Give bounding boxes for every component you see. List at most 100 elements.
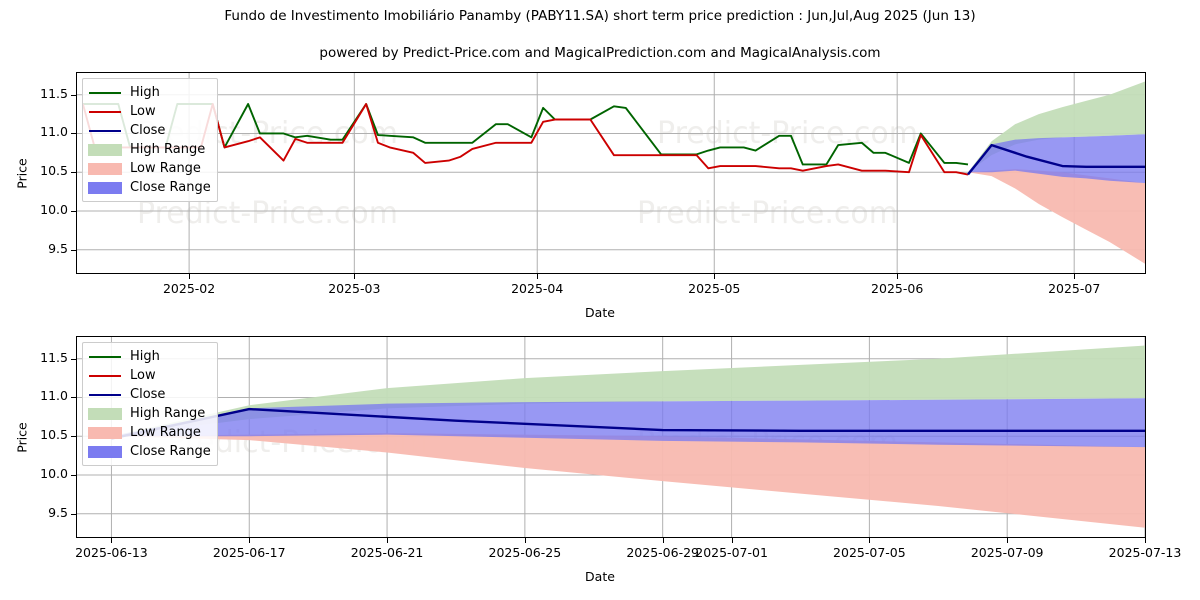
detail-legend-label: Low [130, 368, 156, 383]
detail-legend-label: High Range [130, 406, 206, 421]
chart-subtitle: powered by Predict-Price.com and Magical… [319, 45, 881, 61]
overview-xtick-mark [537, 274, 539, 279]
detail-xtick-label: 2025-06-21 [350, 545, 424, 560]
detail-xtick-mark [524, 538, 526, 543]
overview-xtick-label: 2025-04 [511, 281, 564, 296]
detail-xtick-mark [249, 538, 251, 543]
detail-legend-swatch-close [88, 388, 122, 402]
overview-ytick-mark [71, 249, 76, 251]
detail-xtick-label: 2025-07-01 [695, 545, 768, 560]
detail-xtick-label: 2025-07-09 [970, 545, 1044, 560]
overview-ytick-mark [71, 94, 76, 96]
overview-ytick-label: 11.0 [40, 124, 68, 140]
overview-legend-label: High [130, 85, 160, 100]
detail-legend-swatch-low [88, 369, 122, 383]
detail-legend-swatch-high-range [88, 407, 122, 421]
detail-ytick-mark [71, 513, 76, 515]
overview-ytick-label: 11.5 [40, 85, 68, 101]
overview-legend-label: Close [130, 123, 166, 138]
overview-xtick-label: 2025-06 [871, 281, 924, 296]
detail-xtick-label: 2025-06-25 [488, 545, 562, 560]
detail-ytick-mark [71, 436, 76, 438]
detail-legend-item: Low [88, 366, 211, 385]
overview-xtick-mark [714, 274, 716, 279]
overview-legend-swatch-low-range [88, 162, 122, 176]
overview-legend-swatch-low [88, 105, 122, 119]
overview-legend-label: Low Range [130, 161, 201, 176]
detail-ytick-label: 9.5 [48, 504, 68, 520]
overview-xtick-label: 2025-05 [688, 281, 741, 296]
overview-series-close [967, 143, 1145, 176]
overview-band-low-range [967, 169, 1145, 264]
overview-watermark: Predict-Price.com [637, 196, 898, 231]
detail-legend: High Low Close High Range Low Range Close Ran… [82, 342, 218, 466]
detail-ytick-label: 10.5 [40, 427, 68, 443]
overview-xtick-mark [189, 274, 191, 279]
detail-xtick-label: 2025-06-29 [626, 545, 699, 560]
overview-legend-item: Low Range [88, 159, 211, 178]
detail-xtick-mark [662, 538, 664, 543]
overview-xtick-label: 2025-07 [1048, 281, 1101, 296]
detail-legend-item: High [88, 347, 211, 366]
detail-legend-swatch-high [88, 350, 122, 364]
overview-legend-item: Close Range [88, 178, 211, 197]
detail-legend-label: Low Range [130, 425, 201, 440]
overview-ytick-mark [71, 133, 76, 135]
detail-legend-label: Close Range [130, 444, 211, 459]
overview-legend-swatch-high [88, 86, 122, 100]
overview-legend-label: Close Range [130, 180, 211, 195]
detail-xtick-mark [869, 538, 871, 543]
overview-legend-swatch-close-range [88, 181, 122, 195]
chart-title: Fundo de Investimento Imobiliário Panamb… [224, 8, 976, 24]
overview-plot-area: Predict-Price.com Predict-Price.com Predic… [76, 72, 1146, 274]
detail-legend-label: Close [130, 387, 166, 402]
overview-series-low [81, 103, 969, 176]
detail-band-low-range [111, 433, 1145, 528]
detail-xtick-label: 2025-06-13 [75, 545, 148, 560]
overview-legend-item: High Range [88, 140, 211, 159]
overview-band-close-range [967, 134, 1145, 184]
detail-legend-item: Low Range [88, 423, 211, 442]
detail-xtick-label: 2025-07-05 [833, 545, 906, 560]
overview-ytick-label: 9.5 [48, 240, 68, 256]
overview-x-axis-label: Date [585, 305, 615, 320]
detail-legend-label: High [130, 349, 160, 364]
overview-legend-swatch-close [88, 124, 122, 138]
detail-ytick-label: 10.0 [40, 465, 68, 481]
detail-xtick-label: 2025-07-13 [1108, 545, 1182, 560]
overview-ytick-mark [71, 210, 76, 212]
detail-legend-item: Close Range [88, 442, 211, 461]
detail-ytick-mark [71, 358, 76, 360]
detail-legend-item: Close [88, 385, 211, 404]
overview-xtick-mark [1074, 274, 1076, 279]
overview-xtick-mark [354, 274, 356, 279]
overview-ytick-label: 10.5 [40, 163, 68, 179]
detail-xtick-mark [111, 538, 113, 543]
detail-legend-swatch-low-range [88, 426, 122, 440]
detail-legend-item: High Range [88, 404, 211, 423]
detail-x-axis-label: Date [585, 569, 615, 584]
overview-ytick-mark [71, 172, 76, 174]
detail-ytick-mark [71, 474, 76, 476]
detail-legend-swatch-close-range [88, 445, 122, 459]
detail-xtick-mark [731, 538, 733, 543]
detail-band-high-range [111, 345, 1145, 437]
overview-legend-label: Low [130, 104, 156, 119]
overview-legend-item: High [88, 83, 211, 102]
overview-ytick-label: 10.0 [40, 201, 68, 217]
detail-ytick-label: 11.0 [40, 388, 68, 404]
overview-legend-label: High Range [130, 142, 206, 157]
detail-ytick-label: 11.5 [40, 349, 68, 365]
overview-legend-item: Low [88, 102, 211, 121]
overview-band-high-range [967, 81, 1145, 173]
detail-xtick-mark [1145, 538, 1146, 543]
detail-xtick-mark [1007, 538, 1009, 543]
detail-xtick-label: 2025-06-17 [212, 545, 286, 560]
detail-xtick-mark [387, 538, 389, 543]
overview-xtick-mark [897, 274, 899, 279]
overview-legend: High Low Close High Range Low Range Close Ran… [82, 78, 218, 202]
overview-xtick-label: 2025-03 [328, 281, 381, 296]
overview-legend-item: Close [88, 121, 211, 140]
